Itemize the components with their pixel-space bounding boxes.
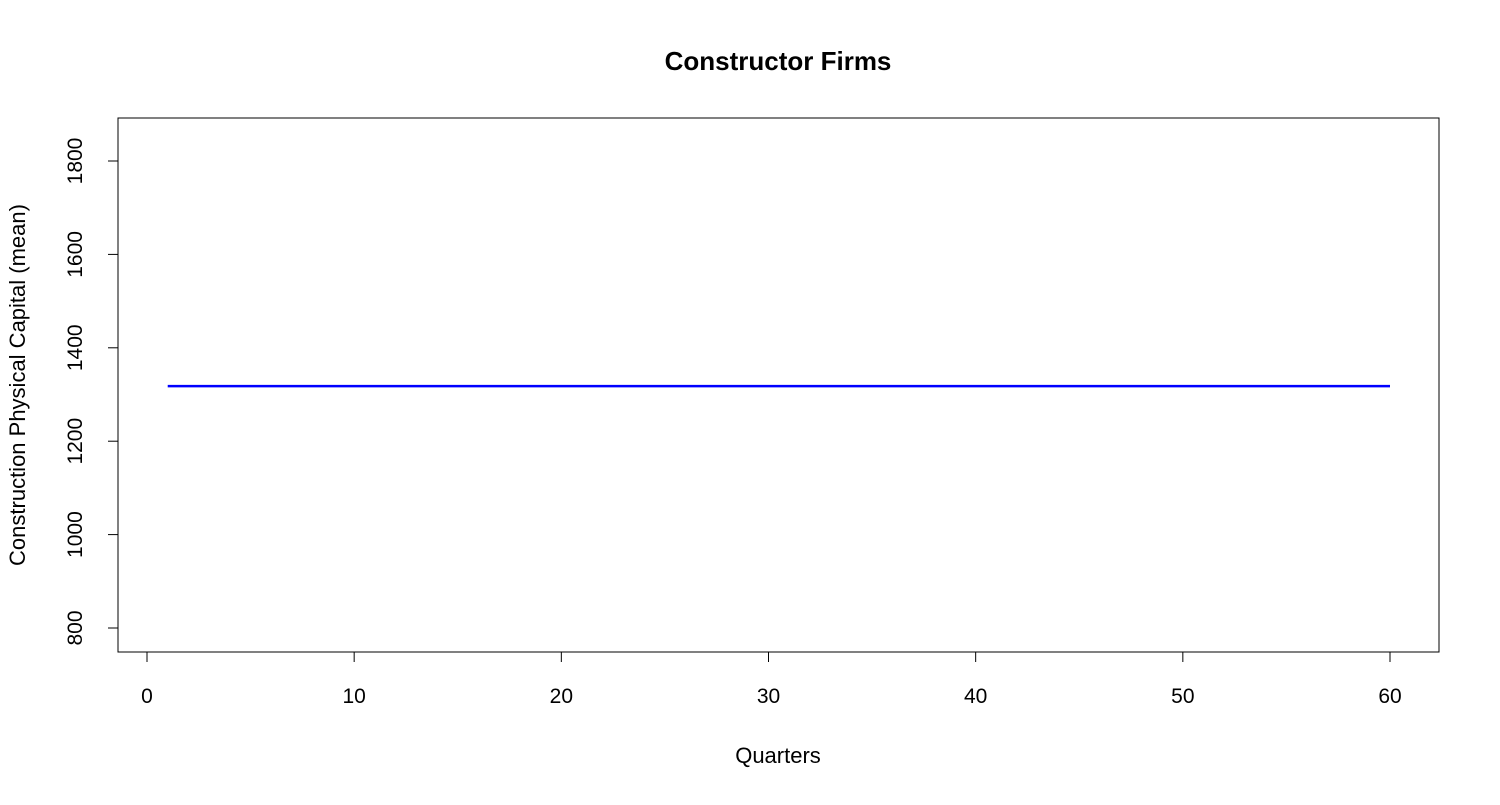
x-tick-label: 10 (342, 685, 365, 708)
y-tick-label: 1800 (64, 138, 87, 185)
x-tick-label: 20 (550, 685, 573, 708)
x-tick-label: 60 (1378, 685, 1401, 708)
y-axis: 800 1000 1200 1400 1600 1800 (64, 138, 119, 646)
x-tick-label: 50 (1171, 685, 1194, 708)
x-tick-label: 30 (757, 685, 780, 708)
y-axis-label: Construction Physical Capital (mean) (5, 204, 30, 566)
x-tick-label: 0 (141, 685, 153, 708)
chart-title: Constructor Firms (665, 46, 892, 76)
y-tick-label: 1400 (64, 324, 87, 371)
x-axis: 0 10 20 30 40 50 60 (141, 651, 1402, 708)
y-tick-label: 800 (64, 610, 87, 645)
y-tick-label: 1200 (64, 418, 87, 465)
x-axis-label: Quarters (735, 743, 821, 768)
y-tick-label: 1600 (64, 231, 87, 278)
x-tick-label: 40 (964, 685, 987, 708)
y-tick-label: 1000 (64, 511, 87, 558)
